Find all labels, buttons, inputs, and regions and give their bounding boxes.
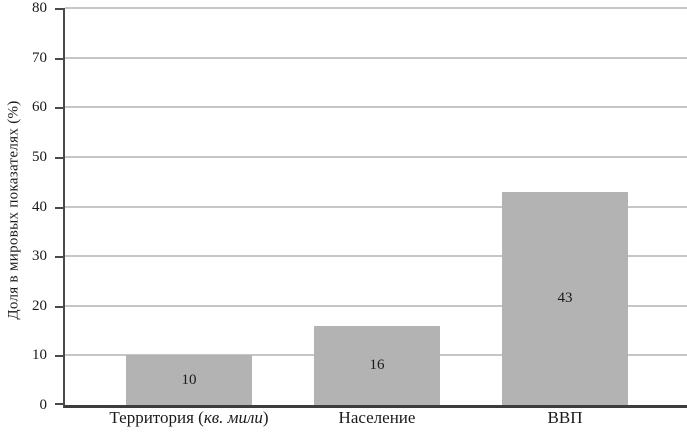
gridline bbox=[65, 56, 687, 59]
bar-value-label: 10 bbox=[181, 371, 197, 388]
y-tick bbox=[55, 57, 65, 60]
y-tick bbox=[55, 305, 65, 308]
gridline bbox=[65, 304, 687, 307]
x-tick-label: ВВП bbox=[547, 408, 583, 427]
bar-value-label: 43 bbox=[557, 289, 573, 306]
y-tick-label: 60 bbox=[32, 99, 47, 116]
gridline bbox=[65, 255, 687, 258]
bar-value-label: 16 bbox=[369, 356, 385, 373]
y-tick-label: 30 bbox=[32, 248, 47, 265]
bar: 10 bbox=[126, 355, 252, 405]
bar: 16 bbox=[314, 325, 440, 405]
x-tick-label: Территория (кв. мили) bbox=[109, 408, 269, 427]
gridline bbox=[65, 7, 687, 9]
x-tick-labels: Территория (кв. мили) Население ВВП bbox=[63, 408, 687, 432]
y-tick-labels: 0 10 20 30 40 50 60 70 80 bbox=[0, 0, 47, 413]
y-tick-label: 20 bbox=[32, 297, 47, 314]
y-tick-label: 50 bbox=[32, 148, 47, 165]
y-tick bbox=[55, 206, 65, 209]
y-tick-label: 80 bbox=[32, 0, 47, 16]
y-tick bbox=[55, 355, 65, 358]
y-tick bbox=[55, 107, 65, 110]
plot-area: 10 16 43 bbox=[55, 7, 687, 408]
y-tick-label: 10 bbox=[32, 347, 47, 364]
gridline bbox=[65, 205, 687, 208]
x-tick-label: Население bbox=[338, 408, 416, 427]
gridline bbox=[65, 106, 687, 109]
y-tick-label: 40 bbox=[32, 198, 47, 215]
y-tick bbox=[55, 8, 65, 10]
bar: 43 bbox=[502, 191, 628, 405]
y-tick bbox=[55, 403, 65, 405]
gridline bbox=[65, 155, 687, 158]
y-tick-label: 70 bbox=[32, 49, 47, 66]
y-tick-label: 0 bbox=[39, 397, 48, 413]
y-tick bbox=[55, 256, 65, 259]
y-tick bbox=[55, 156, 65, 159]
